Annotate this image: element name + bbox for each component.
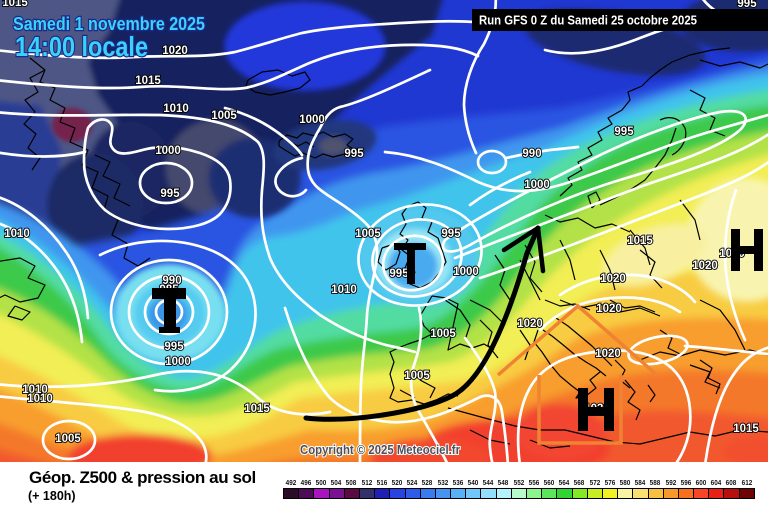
svg-text:1000: 1000: [165, 356, 191, 368]
svg-text:1020: 1020: [600, 273, 626, 285]
svg-text:990: 990: [522, 148, 541, 160]
svg-text:1010: 1010: [22, 384, 48, 396]
svg-text:1010: 1010: [163, 103, 189, 115]
svg-text:Run GFS 0 Z du Samedi 25 octob: Run GFS 0 Z du Samedi 25 octobre 2025: [479, 13, 697, 28]
svg-text:1015: 1015: [135, 75, 161, 87]
svg-text:995: 995: [614, 126, 634, 138]
svg-text:995: 995: [160, 188, 180, 200]
svg-text:1005: 1005: [355, 228, 381, 240]
svg-text:1005: 1005: [211, 110, 237, 122]
svg-text:1005: 1005: [430, 328, 456, 340]
svg-text:1000: 1000: [524, 179, 550, 191]
svg-text:1010: 1010: [4, 228, 30, 240]
svg-text:1000: 1000: [453, 266, 479, 278]
svg-text:1020: 1020: [517, 318, 543, 330]
svg-text:1005: 1005: [404, 370, 430, 382]
svg-text:14:00 locale: 14:00 locale: [15, 31, 148, 62]
svg-text:1005: 1005: [55, 433, 81, 445]
svg-text:1020: 1020: [692, 260, 718, 272]
svg-text:995: 995: [344, 148, 364, 160]
svg-text:1000: 1000: [299, 114, 325, 126]
svg-text:1020: 1020: [595, 348, 621, 360]
svg-text:1020: 1020: [596, 303, 622, 315]
svg-text:1010: 1010: [331, 284, 357, 296]
svg-text:Copyright © 2025 Meteociel.fr: Copyright © 2025 Meteociel.fr: [300, 442, 460, 457]
svg-text:990: 990: [162, 275, 181, 287]
svg-text:995: 995: [737, 0, 757, 10]
svg-text:1010: 1010: [27, 393, 53, 405]
svg-text:1015: 1015: [733, 423, 759, 435]
svg-text:1015: 1015: [627, 235, 653, 247]
svg-text:1020: 1020: [162, 45, 188, 57]
svg-text:1015: 1015: [2, 0, 28, 9]
svg-text:995: 995: [389, 268, 409, 280]
svg-text:995: 995: [441, 228, 461, 240]
svg-text:995: 995: [164, 341, 184, 353]
svg-text:1000: 1000: [155, 145, 181, 157]
svg-text:Samedi 1 novembre 2025: Samedi 1 novembre 2025: [13, 14, 205, 34]
svg-text:1015: 1015: [244, 403, 270, 415]
